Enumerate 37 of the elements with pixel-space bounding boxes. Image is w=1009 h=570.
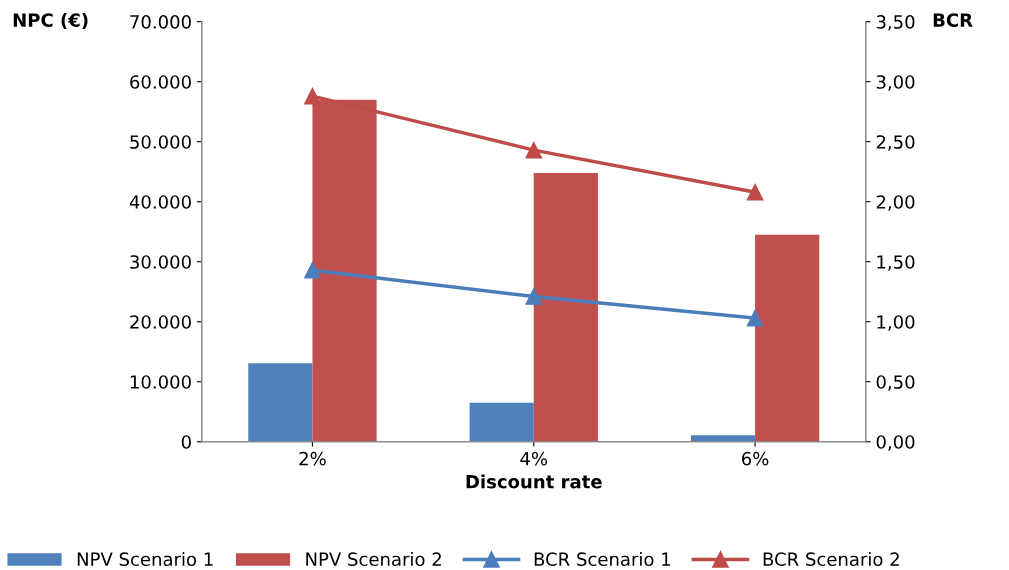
point xyxy=(304,87,321,105)
legend-label: BCR Scenario 1 xyxy=(534,552,671,567)
point xyxy=(746,183,764,201)
y2-tick-label: 2,00 xyxy=(876,195,915,211)
bar xyxy=(533,172,598,442)
x-axis-title: Discount rate xyxy=(466,474,602,489)
bar xyxy=(755,234,820,442)
y2-tick-label: 1,00 xyxy=(877,315,915,331)
y-tick-label: 10.000 xyxy=(130,375,191,389)
y2-tick-label: 0,00 xyxy=(876,435,915,451)
x-tick-label: 6% xyxy=(742,451,769,466)
x-tick-label: 2% xyxy=(299,451,326,466)
legend-label: BCR Scenario 2 xyxy=(763,552,899,567)
bar xyxy=(469,402,534,442)
bar xyxy=(248,363,313,442)
point xyxy=(304,261,321,279)
y-tick-label: 40.000 xyxy=(129,195,191,209)
y2-tick-label: 3,50 xyxy=(876,15,915,31)
y-tick-label: 50.000 xyxy=(130,135,191,149)
y2-tick-label: 1,50 xyxy=(877,255,915,271)
y-tick-label: 60.000 xyxy=(130,75,191,89)
bar xyxy=(690,435,756,442)
y-tick-label: 70.000 xyxy=(130,15,191,29)
y-tick-label: 0 xyxy=(181,435,191,449)
y2-tick-label: 0,50 xyxy=(876,375,915,391)
legend-label: NPV Scenario 1 xyxy=(77,552,213,567)
point xyxy=(525,141,543,159)
x-tick-label: 4% xyxy=(520,451,548,466)
y-axis-title: NPC (€) xyxy=(13,12,88,30)
legend-label: NPV Scenario 2 xyxy=(306,552,441,567)
point xyxy=(525,288,543,305)
y-tick-label: 20.000 xyxy=(130,315,191,329)
point xyxy=(746,309,764,327)
y2-tick-label: 2,50 xyxy=(876,135,915,151)
y-tick-label: 30.000 xyxy=(130,255,191,269)
y2-tick-label: 3,00 xyxy=(876,75,915,91)
y2-axis-title: BCR xyxy=(933,13,973,27)
